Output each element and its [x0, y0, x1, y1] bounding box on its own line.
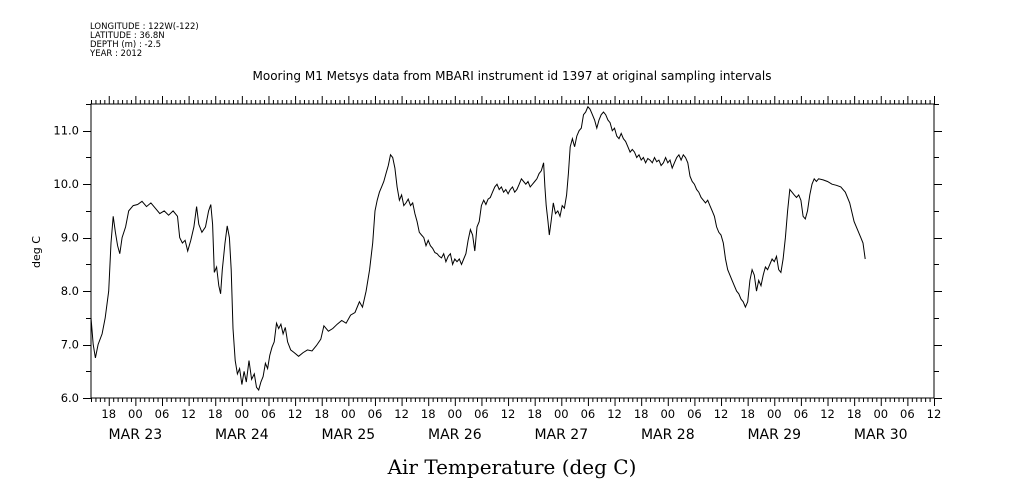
- x-tick-label: 12: [714, 407, 729, 421]
- x-tick-label: 06: [261, 407, 276, 421]
- x-tick-label: 18: [634, 407, 649, 421]
- x-tick-label: 18: [208, 407, 223, 421]
- x-tick-label: 18: [314, 407, 329, 421]
- x-tick-label: 00: [554, 407, 569, 421]
- y-tick-label: 6.0: [61, 391, 79, 405]
- x-day-label: MAR 25: [322, 427, 376, 443]
- x-day-label: MAR 30: [854, 427, 908, 443]
- x-day-label: MAR 23: [109, 427, 163, 443]
- x-tick-label: 12: [820, 407, 835, 421]
- header-line: DEPTH (m) : -2.5: [90, 40, 161, 50]
- x-tick-label: 00: [660, 407, 675, 421]
- y-tick-labels: 6.0 7.0 8.0 9.0 10.0 11.0: [53, 124, 79, 405]
- x-tick-label: 18: [101, 407, 116, 421]
- header-line: LONGITUDE : 122W(-122): [90, 22, 199, 32]
- y-tick-label: 7.0: [61, 338, 79, 352]
- x-tick-label: 06: [794, 407, 809, 421]
- x-day-labels: MAR 23 MAR 24 MAR 25 MAR 26 MAR 27 MAR 28 MAR …: [109, 427, 908, 443]
- x-tick-label: 00: [128, 407, 143, 421]
- y-axis-label: deg C: [30, 236, 43, 268]
- x-tick-label: 06: [155, 407, 170, 421]
- x-tick-label: 06: [687, 407, 702, 421]
- plot-frame: [90, 103, 935, 399]
- x-tick-label: 18: [847, 407, 862, 421]
- x-tick-label: 06: [900, 407, 915, 421]
- header-line: YEAR : 2012: [89, 49, 142, 59]
- x-tick-label: 12: [181, 407, 196, 421]
- x-tick-label: 06: [368, 407, 383, 421]
- chart-title: Mooring M1 Metsys data from MBARI instru…: [253, 69, 772, 83]
- y-tick-label: 9.0: [61, 231, 79, 245]
- x-tick-label: 12: [607, 407, 622, 421]
- x-tick-label: 12: [927, 407, 942, 421]
- y-tick-label: 8.0: [61, 284, 79, 298]
- x-axis-label: Air Temperature (deg C): [387, 455, 637, 479]
- x-tick-label: 12: [394, 407, 409, 421]
- series-line: [90, 105, 866, 392]
- x-tick-label: 00: [448, 407, 463, 421]
- x-day-label: MAR 26: [428, 427, 482, 443]
- header-line: LATITUDE : 36.8N: [90, 31, 165, 41]
- axes: [83, 96, 942, 406]
- x-day-label: MAR 28: [641, 427, 695, 443]
- x-tick-label: 18: [740, 407, 755, 421]
- y-tick-label: 10.0: [53, 177, 79, 191]
- x-tick-label: 06: [581, 407, 596, 421]
- x-day-label: MAR 27: [534, 427, 588, 443]
- x-tick-label: 06: [474, 407, 489, 421]
- x-tick-label: 00: [341, 407, 356, 421]
- x-tick-label: 18: [527, 407, 542, 421]
- y-tick-label: 11.0: [53, 124, 79, 138]
- x-tick-label: 12: [501, 407, 516, 421]
- x-day-label: MAR 29: [747, 427, 801, 443]
- x-tick-label: 00: [767, 407, 782, 421]
- x-tick-label: 18: [421, 407, 436, 421]
- x-tick-label: 00: [873, 407, 888, 421]
- x-tick-label: 12: [288, 407, 303, 421]
- x-day-label: MAR 24: [215, 427, 269, 443]
- header-info: LONGITUDE : 122W(-122)LATITUDE : 36.8NDE…: [89, 22, 199, 59]
- x-tick-labels: 18 00 06 12 18 00 06 12 18 00 06 12 18 00 06 12 18 00 06 12…: [101, 407, 941, 421]
- x-tick-label: 00: [235, 407, 250, 421]
